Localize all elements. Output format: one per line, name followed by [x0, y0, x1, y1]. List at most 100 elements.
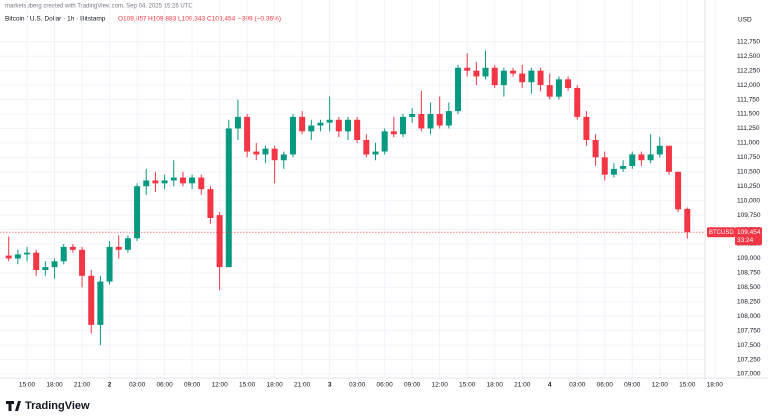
legend-close: C109,454	[207, 16, 236, 23]
y-tick-label: 112,500	[737, 53, 760, 60]
candle-body	[354, 119, 361, 140]
candle-body	[179, 177, 186, 184]
y-tick-label: 108,250	[737, 298, 761, 305]
candle-body	[381, 131, 388, 152]
credit: marketsuberg created with TradingView.co…	[5, 4, 193, 10]
candle-body	[189, 177, 196, 184]
y-tick-label: 108,000	[737, 313, 761, 320]
candle-body	[583, 116, 590, 140]
candle-body	[610, 168, 617, 175]
candle-body	[647, 154, 654, 161]
candle-body	[24, 252, 31, 255]
candle-body	[280, 154, 287, 161]
candle-body	[620, 166, 627, 169]
candle-body	[436, 114, 443, 126]
candle-body	[491, 67, 498, 86]
candle-body	[363, 140, 370, 155]
y-tick-label: 110,250	[737, 183, 760, 190]
legend-open: O109,857	[118, 16, 147, 23]
x-tick-label: 06:00	[597, 382, 614, 389]
candle-body	[115, 246, 122, 250]
countdown: 33:24	[737, 237, 754, 244]
candle-body	[482, 67, 489, 77]
candle-body	[97, 281, 104, 325]
x-tick-label: 12:00	[432, 382, 449, 389]
candle-body	[473, 70, 480, 77]
candle-body	[601, 157, 608, 175]
candle-body	[684, 208, 691, 233]
grid	[0, 0, 716, 378]
y-tick-label: 107,500	[737, 342, 761, 349]
candle-body	[14, 254, 21, 259]
x-tick-label: 03:00	[349, 382, 366, 389]
candle-body	[464, 67, 471, 71]
x-tick-label: 21:00	[294, 382, 311, 389]
y-tick-label: 111,250	[737, 125, 760, 132]
candle-body	[675, 171, 682, 210]
candle-body	[289, 116, 296, 155]
y-tick-label: 110,000	[737, 197, 760, 204]
candle-body	[161, 180, 168, 184]
candle-body	[519, 73, 526, 83]
x-tick-label: 12:00	[652, 382, 669, 389]
candle-body	[574, 88, 581, 117]
candle-body	[152, 180, 159, 184]
candle-body	[418, 114, 425, 129]
x-tick-label: 09:00	[184, 382, 201, 389]
candle-body	[5, 255, 12, 259]
candle-body	[409, 114, 416, 117]
y-tick-label: 111,750	[737, 96, 760, 103]
symbol: Bitcoin / U.S. Dollar · 1h · Bitstamp	[5, 16, 106, 23]
legend-high: H109,883	[148, 16, 177, 23]
candle-body	[33, 252, 40, 270]
x-tick-label: 18:00	[707, 382, 724, 389]
x-tick-label: 15:00	[19, 382, 36, 389]
logo: TradingView	[6, 400, 90, 412]
x-tick-label: 3	[328, 382, 332, 389]
candle-body	[170, 177, 177, 181]
candle-body	[124, 238, 131, 250]
candle-body	[326, 119, 333, 123]
y-tick-label: 108,500	[737, 284, 761, 291]
x-tick-label: 09:00	[404, 382, 421, 389]
y-tick-label: 109,000	[737, 255, 761, 262]
y-tick-label: 112,000	[737, 82, 760, 89]
candle-body	[400, 116, 407, 135]
y-tick-label: 108,750	[737, 270, 761, 277]
x-tick-label: 06:00	[156, 382, 173, 389]
candle-body	[51, 261, 58, 268]
x-tick-label: 09:00	[624, 382, 641, 389]
candle-body	[445, 111, 452, 126]
x-tick-label: 21:00	[74, 382, 91, 389]
y-tick-label: 109,750	[737, 212, 761, 219]
currency: USD	[738, 17, 752, 24]
y-tick-label: 112,750	[737, 38, 760, 45]
candle-body	[262, 148, 269, 155]
logo-text: TradingView	[25, 400, 90, 412]
candle-body	[537, 70, 544, 86]
candle-body	[42, 267, 49, 270]
candle-body	[546, 85, 553, 97]
candle-body	[656, 145, 663, 155]
y-tick-label: 110,500	[737, 168, 760, 175]
candle-body	[592, 140, 599, 158]
x-tick-label: 4	[548, 382, 552, 389]
candle-body	[390, 131, 397, 135]
x-tick-label: 2	[108, 382, 112, 389]
y-tick-label: 112,250	[737, 67, 760, 74]
candle-body	[455, 67, 462, 112]
candle-body	[60, 246, 67, 262]
x-tick-label: 15:00	[459, 382, 476, 389]
candle-body	[244, 116, 251, 152]
last-price-label: 109,454	[737, 229, 761, 236]
x-tick-label: 18:00	[487, 382, 504, 389]
x-tick-label: 12:00	[211, 382, 228, 389]
candle-body	[335, 119, 342, 132]
y-tick-label: 111,000	[737, 140, 760, 147]
logo-icon	[6, 401, 21, 411]
candle-body	[299, 116, 306, 132]
candle-body	[308, 125, 315, 132]
y-tick-label: 107,250	[737, 356, 761, 363]
